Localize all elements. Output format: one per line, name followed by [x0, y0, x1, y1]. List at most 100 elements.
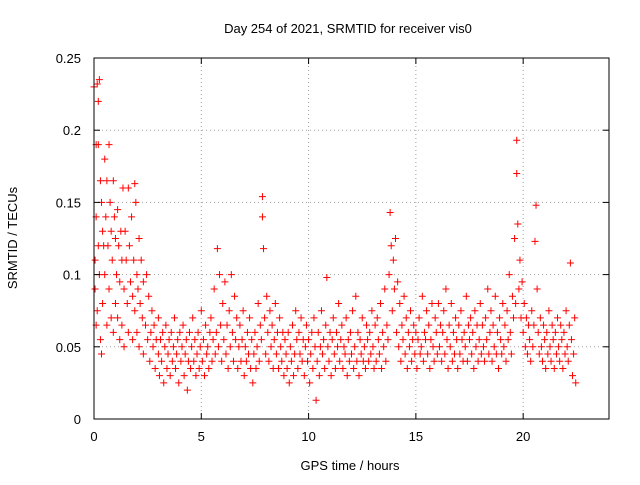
data-point [349, 307, 357, 315]
data-point [270, 336, 278, 344]
data-point [435, 343, 443, 351]
data-point [408, 357, 416, 365]
data-point [179, 321, 187, 329]
data-point [173, 350, 181, 358]
data-point [290, 372, 298, 380]
data-point [478, 321, 486, 329]
data-point [521, 343, 529, 351]
data-point [281, 336, 289, 344]
data-point [263, 292, 271, 300]
data-point [266, 307, 274, 315]
data-point [496, 314, 504, 322]
data-point [545, 307, 553, 315]
data-point [552, 350, 560, 358]
data-point [310, 314, 318, 322]
data-point [400, 292, 408, 300]
data-point [116, 278, 124, 286]
data-point [336, 357, 344, 365]
data-point [159, 328, 167, 336]
x-tick-labels: 0 5 10 15 20 [90, 429, 530, 444]
data-point [296, 350, 304, 358]
data-point [96, 177, 104, 185]
data-point [284, 328, 292, 336]
y-tick-label: 0.05 [56, 340, 81, 355]
data-point [293, 336, 301, 344]
data-point [358, 314, 366, 322]
x-tick-label: 0 [90, 429, 97, 444]
data-point [534, 328, 542, 336]
data-point [107, 227, 115, 235]
y-tick-label: 0.2 [63, 123, 81, 138]
data-point [512, 299, 520, 307]
data-point [446, 343, 454, 351]
data-point [105, 141, 113, 149]
data-point [275, 364, 283, 372]
data-point [532, 201, 540, 209]
data-point [389, 256, 397, 264]
data-point [491, 292, 499, 300]
data-point [328, 336, 336, 344]
data-point [494, 364, 502, 372]
data-point [264, 328, 272, 336]
data-point [265, 357, 273, 365]
y-tick-label: 0.1 [63, 268, 81, 283]
data-point [394, 278, 402, 286]
data-point [222, 350, 230, 358]
data-point [189, 314, 197, 322]
data-point [370, 364, 378, 372]
data-point [416, 350, 424, 358]
data-point [356, 336, 364, 344]
data-point [462, 292, 470, 300]
grid-lines [94, 58, 609, 419]
data-point [114, 206, 122, 214]
data-point [513, 170, 521, 178]
data-point [538, 357, 546, 365]
data-point [437, 321, 445, 329]
data-point [439, 328, 447, 336]
data-point [276, 314, 284, 322]
data-point [493, 328, 501, 336]
data-point [201, 372, 209, 380]
data-point [488, 357, 496, 365]
data-point [129, 292, 137, 300]
data-point [519, 328, 527, 336]
data-point [251, 328, 259, 336]
data-point [342, 314, 350, 322]
data-point [454, 364, 462, 372]
data-point [354, 328, 362, 336]
data-point [366, 328, 374, 336]
data-point [285, 379, 293, 387]
data-point [449, 328, 457, 336]
data-point [556, 357, 564, 365]
data-point [527, 357, 535, 365]
data-point [165, 336, 173, 344]
data-point [118, 321, 126, 329]
data-point [486, 328, 494, 336]
data-point [390, 285, 398, 293]
data-point [309, 364, 317, 372]
data-point [357, 350, 365, 358]
data-point [543, 328, 551, 336]
data-point [413, 364, 421, 372]
data-point [501, 321, 509, 329]
data-point [278, 357, 286, 365]
data-point [442, 285, 450, 293]
data-point [217, 321, 225, 329]
data-point [531, 237, 539, 245]
data-point [387, 242, 395, 250]
data-point [520, 299, 528, 307]
data-point [306, 379, 314, 387]
data-point [234, 364, 242, 372]
data-point [324, 343, 332, 351]
data-point [365, 357, 373, 365]
data-point [207, 314, 215, 322]
data-point [268, 321, 276, 329]
data-point [322, 321, 330, 329]
data-point [258, 193, 266, 201]
data-point [158, 357, 166, 365]
data-point [204, 343, 212, 351]
axis-ticks [93, 57, 609, 420]
data-point [321, 364, 329, 372]
data-point [283, 364, 291, 372]
data-point [367, 350, 375, 358]
